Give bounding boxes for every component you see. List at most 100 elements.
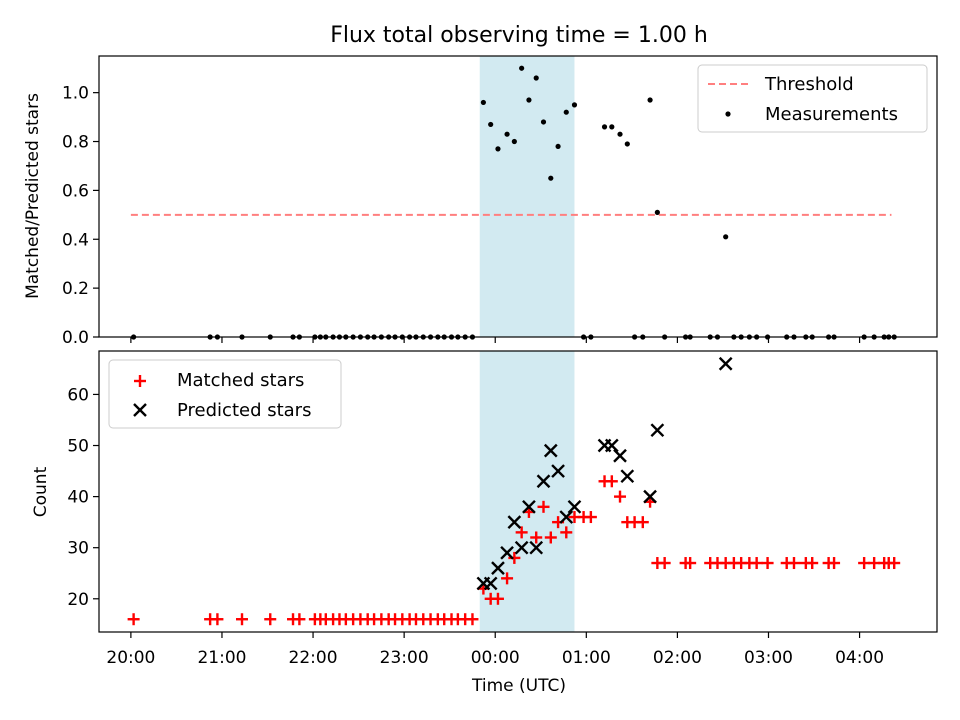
matched-point [636,516,649,529]
bottom-highlight-band [479,351,575,632]
measurement-point [723,234,729,240]
top-y-axis-label: Matched/Predicted stars [23,93,43,299]
measurement-point [609,124,615,130]
matched-point [508,551,521,564]
matched-point [530,531,543,544]
measurement-point [624,141,630,147]
bottom-y-tick-label: 40 [67,488,89,508]
bottom-y-tick-label: 50 [67,437,89,457]
measurement-point [555,143,561,150]
top-y-tick-label: 0.0 [62,328,89,348]
top-axes-frame [98,55,938,338]
matched-point [614,490,627,503]
bottom-axes-frame [98,350,938,633]
bottom-legend: Matched stars Predicted stars [108,359,342,429]
bottom-x-tick-label: 20:00 [106,648,155,668]
predicted-point [500,545,514,560]
measurement-point [495,146,501,152]
matched-point [264,613,277,626]
matched-point [560,526,573,539]
top-y-tick-label: 1.0 [62,84,89,104]
matched-point [211,613,224,626]
predicted-point [543,443,558,458]
top-y-tick-label: 0.6 [62,181,89,201]
legend-predicted-label: Predicted stars [177,400,311,421]
top-highlight-band [479,56,575,337]
matched-point [658,557,671,570]
bottom-y-tick-label: 20 [67,590,89,610]
bottom-x-tick-label: 01:00 [562,648,611,668]
measurement-point [571,102,578,108]
bottom-legend-box [108,359,342,429]
top-x-ticks [130,337,861,343]
matched-point [584,511,597,524]
predicted-point [604,438,619,453]
measurement-point [526,97,532,103]
measurement-point [617,131,623,137]
predicted-point [491,561,505,575]
matched-point [537,500,550,513]
matched-point [544,531,557,544]
predicted-point [613,448,627,463]
bottom-x-tick-label: 23:00 [380,648,429,668]
matched-point [127,613,140,626]
top-legend: Threshold Measurements [697,64,928,133]
top-y-tick-label: 0.8 [62,133,89,153]
predicted-point [650,423,665,438]
matched-point [515,526,528,539]
bottom-x-tick-label: 00:00 [471,648,520,668]
top-panel: 0.0 0.2 0.4 0.6 0.8 1.0 Matched/Predicted sta… [23,55,938,348]
measurement-point [519,65,525,71]
bottom-x-tick-label: 02:00 [653,648,702,668]
matched-point [501,572,514,585]
matched-point [806,557,819,570]
matched-point [787,557,800,570]
predicted-point [522,499,536,514]
legend-predicted-swatch [133,403,147,417]
predicted-point [551,464,565,478]
legend-matched-label: Matched stars [177,370,304,391]
predicted-point [514,540,529,555]
bottom-matched-points [127,475,901,626]
x-axis-label: Time (UTC) [471,676,566,696]
measurement-point [540,119,547,125]
matched-point [888,557,901,570]
bottom-x-ticks: 20:00 21:00 22:00 23:00 00:00 01:00 02:00 03:00… [106,632,884,668]
predicted-point [567,499,582,514]
predicted-point [643,489,657,504]
bottom-predicted-points [476,356,733,591]
measurement-point [511,138,517,145]
matched-point [293,613,306,626]
legend-threshold-label: Threshold [764,74,854,95]
bottom-x-tick-label: 04:00 [835,648,884,668]
legend-measurements-label: Measurements [765,104,898,125]
bottom-x-tick-label: 21:00 [197,648,246,668]
bottom-y-axis-label: Count [31,466,51,517]
measurement-point [480,99,486,106]
top-y-tick-label: 0.2 [62,279,89,299]
matched-point [684,557,697,570]
matched-point [750,557,763,570]
measurement-point [548,175,554,181]
predicted-point [529,540,544,555]
legend-measurements-swatch [725,111,731,117]
matched-point [761,557,774,570]
measurement-point [533,75,539,81]
predicted-point [718,356,733,371]
top-legend-box [697,64,928,133]
bottom-x-tick-label: 03:00 [744,648,793,668]
measurement-point [647,97,653,103]
predicted-point [620,469,635,484]
matched-point [236,613,249,626]
legend-matched-swatch [134,375,146,387]
predicted-point [483,576,498,591]
measurement-point [504,131,510,137]
bottom-band-rect [479,351,575,632]
bottom-y-tick-label: 30 [67,539,89,559]
matched-point [828,557,841,570]
bottom-x-tick-label: 22:00 [289,648,338,668]
top-band-rect [479,56,575,337]
measurement-point [654,209,660,215]
top-y-ticks: 0.0 0.2 0.4 0.6 0.8 1.0 [62,84,99,348]
